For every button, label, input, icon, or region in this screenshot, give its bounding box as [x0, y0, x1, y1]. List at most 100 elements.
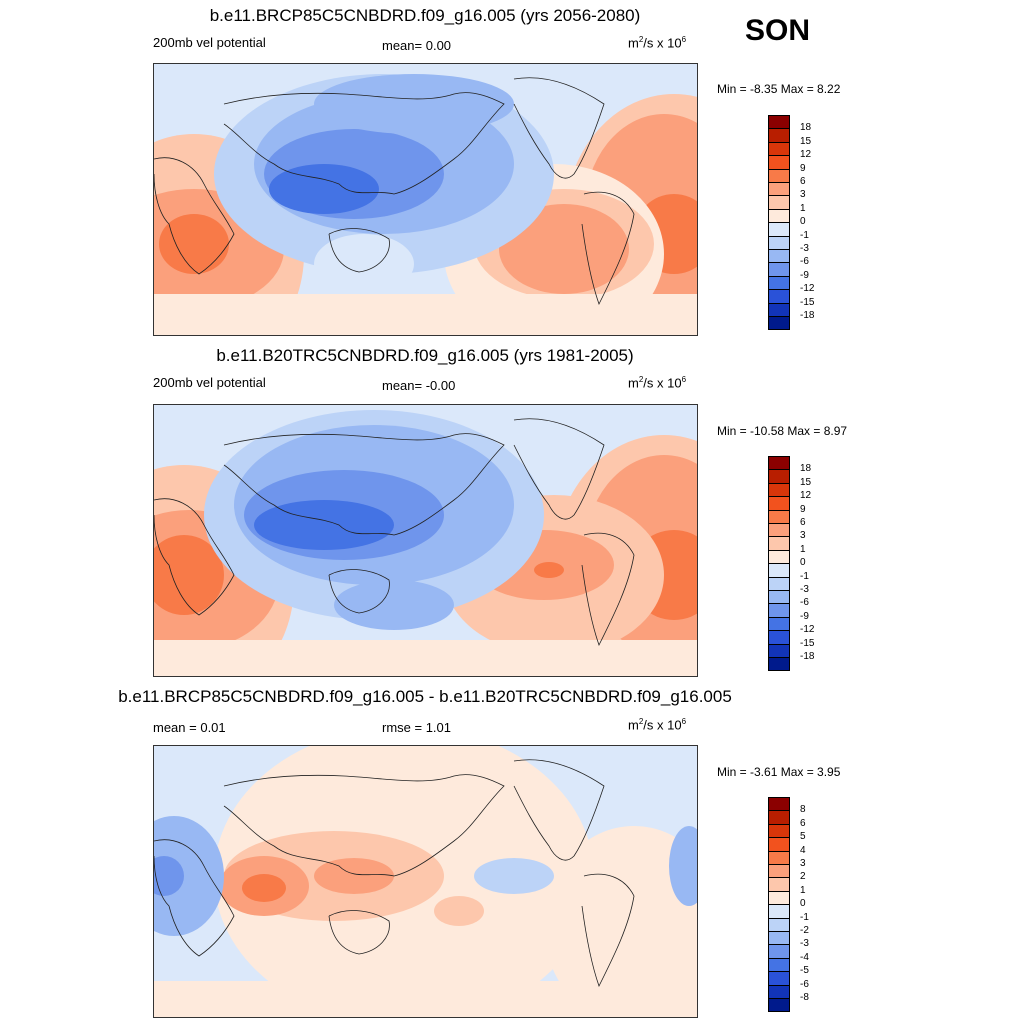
colorbar-swatch — [768, 576, 790, 591]
colorbar-label: -2 — [800, 925, 809, 936]
panel-2-map — [153, 404, 698, 677]
colorbar-swatch — [768, 195, 790, 210]
coastline-australia — [328, 910, 390, 955]
cool-region — [314, 74, 514, 134]
colorbar-swatch — [768, 998, 790, 1013]
colorbar-swatch — [768, 316, 790, 331]
colorbar-label: 6 — [800, 176, 806, 187]
coastline-eurasia — [223, 774, 505, 877]
colorbar-swatch — [768, 823, 790, 839]
colorbar-swatch — [768, 630, 790, 645]
colorbar-label: -1 — [800, 911, 809, 923]
panel-3-colorbar: 8 6 5 4 3 2 1 0 -1 -2 -3 -4 -5 -6 -8 — [768, 797, 848, 1013]
colorbar-swatch — [768, 182, 790, 197]
colorbar-swatch — [768, 456, 790, 471]
warm-core — [534, 562, 564, 578]
colorbar-swatch — [768, 509, 790, 524]
colorbar-swatch — [768, 657, 790, 672]
coastline-africa — [154, 498, 235, 616]
colorbar-label: 15 — [800, 135, 812, 147]
coastline-australia — [328, 569, 390, 614]
colorbar-label: 6 — [800, 817, 806, 829]
panel-3-minmax: Min = -3.61 Max = 3.95 — [717, 765, 841, 779]
colorbar-label: -6 — [800, 256, 809, 268]
coastline-africa — [154, 839, 235, 957]
coastline-north-america — [513, 77, 605, 179]
coastline-eurasia — [223, 92, 505, 195]
colorbar-label: 1 — [800, 202, 806, 214]
panel-1-mean-label: mean= 0.00 — [382, 38, 452, 53]
colorbar-swatch — [768, 890, 790, 906]
colorbar-label: 5 — [800, 831, 806, 843]
colorbar-swatch — [768, 549, 790, 565]
colorbar-label: 1 — [800, 884, 806, 896]
colorbar-label: 3 — [800, 530, 806, 542]
colorbar-label: -12 — [800, 283, 815, 295]
panel-2-colorbar: 18 15 12 9 6 3 1 0 -1 -3 -6 -9 -12 -15 -18 — [768, 456, 848, 672]
colorbar-swatch — [768, 957, 790, 973]
coastline-south-america — [581, 191, 635, 306]
colorbar-swatch — [768, 917, 790, 932]
coastline-north-america — [513, 759, 605, 861]
colorbar-swatch — [768, 208, 790, 224]
colorbar-swatch — [768, 235, 790, 250]
colorbar-swatch — [768, 302, 790, 317]
colorbar-label: -15 — [800, 296, 815, 308]
panel-3-rmse-label: rmse = 1.01 — [382, 720, 452, 735]
colorbar-swatch — [768, 523, 790, 538]
colorbar-swatch — [768, 275, 790, 291]
colorbar-label: -9 — [800, 610, 809, 622]
panel-1-title: b.e11.BRCP85C5CNBDRD.f09_g16.005 (yrs 20… — [209, 6, 641, 25]
colorbar-swatch — [768, 168, 790, 183]
colorbar-swatch — [768, 249, 790, 264]
colorbar-label: -8 — [800, 992, 809, 1003]
colorbar-swatch — [768, 128, 790, 143]
colorbar-swatch — [768, 643, 790, 658]
colorbar-swatch — [768, 877, 790, 892]
warm-region — [314, 858, 394, 894]
colorbar-swatch — [768, 931, 790, 946]
colorbar-label: -18 — [800, 310, 815, 321]
colorbar-label: 12 — [800, 490, 812, 502]
colorbar-swatch — [768, 984, 790, 999]
colorbar-swatch — [768, 536, 790, 551]
colorbar-label: -1 — [800, 570, 809, 582]
colorbar-label: 9 — [800, 162, 806, 174]
panel-1-map — [153, 63, 698, 336]
colorbar-swatch — [768, 141, 790, 157]
colorbar-label: 3 — [800, 858, 806, 869]
cool-region — [334, 580, 454, 630]
warm-region — [434, 896, 484, 926]
cool-region — [474, 858, 554, 894]
colorbar-swatch — [768, 155, 790, 170]
colorbar-label: 15 — [800, 476, 812, 488]
colorbar-label: 0 — [800, 557, 806, 569]
colorbar-label: 12 — [800, 149, 812, 161]
colorbar-swatch — [768, 115, 790, 130]
coastline-north-america — [513, 418, 605, 520]
colorbar-swatch — [768, 482, 790, 498]
colorbar-swatch — [768, 797, 790, 812]
colorbar-label: -3 — [800, 584, 809, 595]
coastline-south-america — [581, 532, 635, 647]
season-label: SON — [745, 14, 811, 47]
cool-region — [154, 816, 224, 936]
colorbar-label: -6 — [800, 978, 809, 990]
warm-core — [242, 874, 286, 902]
panel-2-minmax: Min = -10.58 Max = 8.97 — [717, 424, 848, 438]
colorbar-label: 0 — [800, 898, 806, 910]
colorbar-swatch — [768, 864, 790, 879]
panel-3-units: m2/s x 106 — [628, 717, 687, 733]
cool-core — [254, 500, 394, 550]
panel-1-units: m2/s x 106 — [628, 35, 687, 51]
colorbar-label: 18 — [800, 122, 812, 134]
coastline-south-america — [581, 873, 635, 988]
colorbar-label: -12 — [800, 624, 815, 636]
warm-band — [154, 640, 697, 676]
panel-2-variable-label: 200mb vel potential — [153, 375, 266, 390]
warm-region — [544, 826, 697, 1017]
panel-2-mean-label: mean= -0.00 — [382, 378, 456, 393]
colorbar-swatch — [768, 603, 790, 618]
colorbar-swatch — [768, 563, 790, 578]
colorbar-label: 9 — [800, 503, 806, 515]
